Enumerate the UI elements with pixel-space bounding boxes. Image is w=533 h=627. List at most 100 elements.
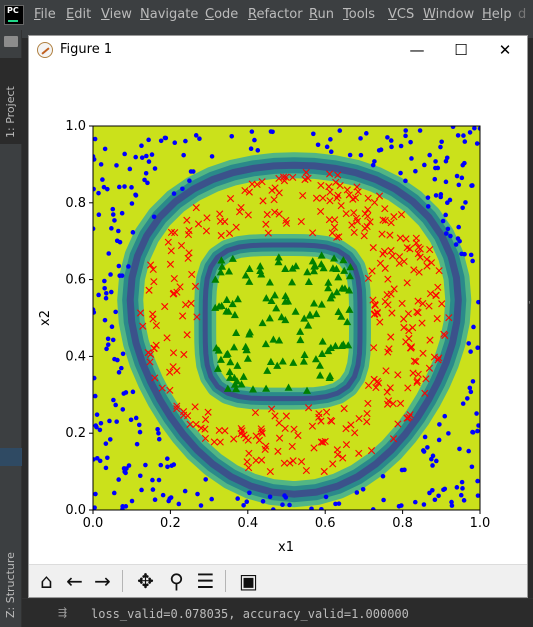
red-x-point [186, 420, 194, 428]
blue-point [421, 448, 426, 453]
red-x-point [412, 357, 420, 366]
red-x-point [173, 402, 181, 410]
red-x-point [235, 208, 244, 216]
red-x-point [304, 174, 312, 182]
blue-point [168, 495, 174, 500]
blue-point [102, 285, 107, 291]
green-triangle-point [337, 312, 346, 320]
blue-point [435, 165, 441, 171]
red-x-point [387, 333, 395, 341]
blue-point [158, 138, 164, 144]
green-triangle-point [291, 262, 300, 270]
x-tick-label: 0.2 [160, 516, 181, 531]
blue-point [474, 411, 479, 416]
blue-point [121, 391, 127, 396]
home-icon[interactable]: ⌂ [40, 569, 53, 593]
configure-subplots-icon[interactable]: ☰ [196, 569, 215, 593]
blue-point [427, 152, 432, 158]
axes-frame [92, 125, 481, 511]
blue-point [156, 430, 161, 436]
minimize-button[interactable]: — [409, 41, 425, 59]
blue-point [133, 192, 138, 198]
red-x-point [375, 192, 384, 200]
blue-point [100, 177, 105, 182]
red-x-point [414, 297, 422, 305]
red-x-point [146, 358, 154, 366]
forward-arrow-icon[interactable]: → [94, 569, 111, 593]
red-x-point [151, 374, 159, 382]
red-x-point [294, 431, 302, 440]
red-x-point [183, 216, 191, 224]
red-x-point [427, 259, 436, 267]
blue-point [370, 162, 376, 168]
red-x-point [332, 178, 340, 186]
green-triangle-point [281, 297, 290, 305]
red-x-point [282, 219, 291, 227]
blue-point [477, 126, 480, 131]
green-triangle-point [274, 253, 283, 261]
red-x-point [281, 424, 289, 433]
red-x-point [384, 397, 393, 405]
menu-file[interactable]: File [34, 7, 56, 22]
green-triangle-point [228, 254, 237, 262]
red-x-point [342, 425, 350, 433]
blue-point [169, 463, 174, 468]
figure-titlebar[interactable]: Figure 1 — ☐ ✕ [29, 36, 527, 64]
red-x-point [445, 314, 453, 322]
project-tool-tab[interactable]: 1: Project [0, 58, 22, 144]
y-axis-label: x2 [38, 310, 53, 326]
close-button[interactable]: ✕ [498, 41, 512, 59]
red-x-point [354, 188, 362, 196]
green-triangle-point [319, 264, 328, 272]
save-icon[interactable]: ▣ [239, 569, 258, 593]
blue-point [137, 473, 143, 479]
blue-point [454, 173, 460, 179]
menu-run[interactable]: Run [309, 7, 334, 22]
red-x-point [317, 207, 325, 216]
back-arrow-icon[interactable]: ← [66, 569, 83, 593]
blue-point [460, 486, 465, 491]
maximize-button[interactable]: ☐ [454, 41, 468, 59]
red-x-point [221, 218, 229, 226]
red-x-point [183, 331, 191, 339]
red-x-point [302, 168, 310, 177]
green-triangle-point [257, 270, 266, 278]
green-triangle-point [337, 341, 346, 350]
red-x-point [312, 194, 321, 202]
menu-tools[interactable]: Tools [343, 7, 376, 22]
structure-tool-tab[interactable]: Z: Structure [0, 530, 22, 626]
menu-edit[interactable]: Edit [66, 7, 92, 22]
console-wrap-icon[interactable]: ⇶ [58, 606, 68, 619]
green-triangle-point [274, 258, 283, 266]
green-triangle-point [324, 346, 333, 355]
green-triangle-point [312, 309, 321, 318]
red-x-point [282, 412, 290, 420]
blue-point [93, 307, 96, 312]
blue-point [425, 445, 430, 450]
zoom-icon[interactable]: ⚲ [169, 569, 184, 593]
red-x-point [191, 282, 200, 290]
menu-window[interactable]: Window [423, 7, 475, 22]
red-x-point [184, 230, 193, 239]
figure-canvas[interactable]: 0.0 0.2 0.4 0.6 0.8 1.0 0.0 0.2 0.4 0.6 0.8 1.0 x1 … [29, 64, 527, 564]
pan-icon[interactable]: ✥ [137, 569, 154, 593]
blue-point [445, 226, 451, 232]
folder-icon[interactable] [4, 36, 18, 47]
menu-code[interactable]: Code [205, 7, 239, 22]
menu-view[interactable]: View [101, 7, 132, 22]
blue-point [408, 139, 413, 145]
menu-refactor[interactable]: Refactor [248, 7, 303, 22]
green-triangle-point [330, 254, 339, 262]
blue-point [328, 149, 334, 155]
red-x-point [350, 228, 358, 237]
red-x-point [150, 278, 158, 286]
red-x-point [317, 181, 325, 190]
menu-vcs[interactable]: VCS [388, 7, 415, 22]
title-overflow-text: d [518, 7, 527, 22]
menu-help[interactable]: Help [482, 7, 512, 22]
menu-navigate[interactable]: Navigate [140, 7, 199, 22]
blue-point [180, 186, 185, 192]
x-tick-label: 0.6 [315, 516, 336, 531]
blue-point [114, 163, 119, 168]
green-triangle-point [228, 299, 237, 308]
